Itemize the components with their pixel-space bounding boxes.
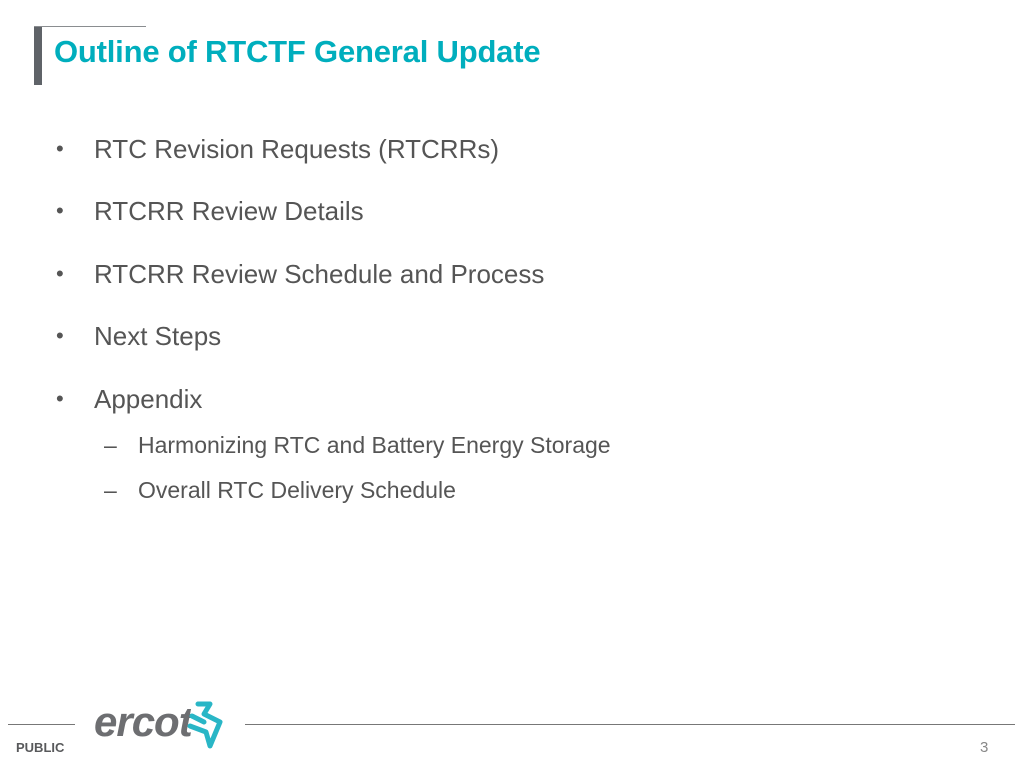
bullet-text: Appendix: [94, 384, 203, 414]
bullet-text: RTC Revision Requests (RTCRRs): [94, 134, 500, 164]
slide-title: Outline of RTCTF General Update: [54, 34, 541, 69]
title-accent-line: [34, 26, 146, 27]
classification-label: PUBLIC: [16, 740, 65, 755]
bullet-text: Next Steps: [94, 321, 222, 351]
page-number: 3: [980, 739, 989, 756]
title-accent-bar: [34, 27, 42, 85]
logo-wordmark: ercot: [94, 698, 195, 745]
bullet-icon: •: [56, 198, 64, 223]
sub-bullet-text: Harmonizing RTC and Battery Energy Stora…: [138, 432, 611, 458]
bullet-icon: •: [56, 136, 64, 161]
ercot-logo: ercot: [94, 698, 228, 757]
bullet-text: RTCRR Review Schedule and Process: [94, 259, 545, 289]
footer-divider-right: [245, 724, 1015, 725]
dash-icon: –: [104, 477, 117, 503]
dash-icon: –: [104, 432, 117, 458]
footer-divider-left: [8, 724, 75, 725]
bullet-text: RTCRR Review Details: [94, 196, 364, 226]
sub-bullet-text: Overall RTC Delivery Schedule: [138, 477, 456, 503]
logo-bolt-icon: [187, 701, 223, 749]
bullet-icon: •: [56, 386, 64, 411]
bullet-icon: •: [56, 323, 64, 348]
bullet-icon: •: [56, 261, 64, 286]
